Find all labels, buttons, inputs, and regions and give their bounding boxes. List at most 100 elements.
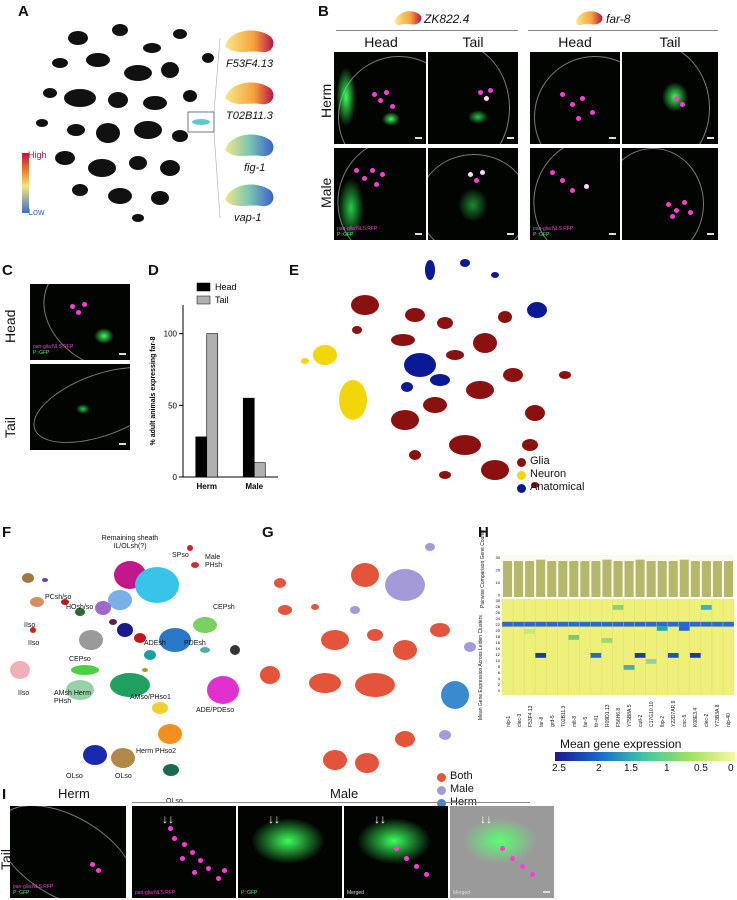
micrograph: pan-glia:NLS:RFP P::GFP [30,284,130,360]
gene-tick-label: clec-3 [516,713,523,727]
gene-label: fig-1 [244,162,266,174]
y-tick-label: 18 [496,634,501,639]
y-tick-label: 0 [498,688,501,693]
count-bar [657,561,667,597]
cluster-label: SPso [172,552,189,559]
gene-tick-label: nlp-1 [505,715,512,727]
count-bar [723,561,733,597]
gene-title: far-8 [606,12,631,26]
male-label: Male [330,786,359,801]
panel-d-label: D [148,262,159,279]
micrograph: ↓↓ pan-glia:NLS:RFP [132,806,236,898]
panel-e-label: E [289,262,300,279]
count-bar [701,561,711,597]
marker-label: P::GFP [241,890,258,896]
cluster-label: IIso [24,622,36,629]
y-tick-label: 30 [496,555,501,560]
micrograph [622,148,718,240]
count-bar [547,561,557,597]
y-tick-label: 20 [496,628,501,633]
bar [242,397,255,478]
legend-label: Both [450,770,473,782]
cluster-label: PCsh/so [45,594,72,601]
row-header: Male [318,177,334,208]
divider-line [132,802,530,803]
colorbar-tick: 2 [596,763,602,774]
cluster-label: ADE/PDEso [196,707,235,714]
legend-label: Tail [215,295,229,305]
y-tick-label: 14 [496,646,501,651]
gene-tick-label: F56H6.8 [616,707,622,727]
marker-label: P::GFP [13,890,30,896]
micrograph [530,52,620,144]
legend-label: Glia [530,455,550,467]
gene-tick-label: F53F4.13 [527,705,534,727]
gene-label: vap-1 [234,212,262,224]
column-header: Head [364,34,398,50]
herm-label: Herm [58,786,90,801]
cluster-label: HOsh/so [66,604,94,611]
legend-swatch [196,295,211,305]
side-label-bottom: Mean Gene Expression Across Leiden Clust… [478,615,484,720]
legend-label: Neuron [530,468,567,480]
heat-cell [678,626,690,631]
panel-b-label: B [318,3,329,20]
micrograph: ↓↓ Merged [344,806,448,898]
marker-label: P::GFP [337,232,354,238]
colorbar-tick: 1 [664,763,670,774]
side-label-top: Pairwise Comparison Gene Counts [480,529,486,608]
count-bar [624,561,634,597]
count-bar [569,561,579,597]
gene-title: ZK822.4 [424,12,470,26]
cluster-label: Remaining sheath IL/OLsh(?) [101,535,159,550]
heat-cell [612,605,624,610]
y-tick-label: 10 [496,580,501,585]
gene-umap-thumb [576,11,603,26]
cluster-label: IIso [28,640,40,647]
marker-label: Merged [453,890,470,896]
legend-dot [517,471,526,480]
legend-swatch [196,282,211,292]
y-tick-label: 2 [498,682,501,687]
y-tick-label: 28 [496,604,501,609]
gene-tick-label: grd-5 [549,715,556,727]
colorbar-tick: 0.5 [694,763,708,774]
cluster-label: IIso [18,690,30,697]
gene-label: F53F4.13 [226,58,274,70]
y-tick-label: 20 [496,568,501,573]
y-tick-label: 16 [496,640,501,645]
heat-cell [700,605,712,610]
micrograph [622,52,718,144]
column-header: Tail [659,34,681,50]
gene-tick-label: cnc-5 [682,714,689,727]
cluster-label: CEPso [69,656,91,663]
heat-cell [601,638,613,643]
cluster-label: Herm PHso2 [136,748,177,755]
legend-dot [437,773,446,782]
column-header: Head [558,34,592,50]
heat-cell [656,626,668,631]
panel-f-umap [10,545,240,776]
gene-tick-label: mlt-8 [571,715,578,727]
divider-line [528,30,718,31]
heat-row [502,621,734,627]
count-bar [525,561,535,597]
legend-label: Male [450,783,474,795]
cluster-label: AMso/PHso1 [130,694,171,701]
gene-tick-label: cutl-2 [638,714,645,727]
heat-cell [590,653,602,658]
count-bar [679,559,689,597]
cluster-label: AMsh Herm PHsh [54,690,91,705]
micrograph [30,364,130,450]
micrograph: pan-glia:NLS:RFP P::GFP [334,148,426,240]
marker-label: Merged [347,890,364,896]
panel-f-label: F [2,524,12,541]
micrograph [428,52,518,144]
count-bar [602,559,612,597]
heat-cell [623,665,635,670]
count-bar [536,559,546,597]
cluster-label: Male PHsh [205,554,223,569]
gene-tick-label: K08E3.4 [693,707,700,727]
y-tick-label: 0 [498,593,501,598]
